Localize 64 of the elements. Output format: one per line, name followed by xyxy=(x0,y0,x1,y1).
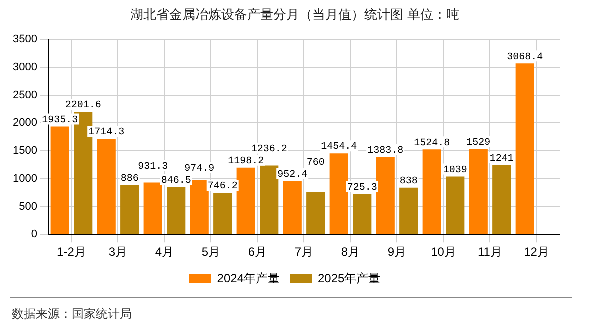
bar xyxy=(422,150,442,234)
y-tick-label: 1000 xyxy=(12,172,38,185)
bar xyxy=(283,182,302,234)
y-tick-label: 500 xyxy=(19,200,38,213)
bar xyxy=(516,64,534,234)
chart-title: 湖北省金属冶炼设备产量分月（当月值）统计图 单位：吨 xyxy=(129,7,461,24)
x-tick-label: 7月 xyxy=(294,245,314,260)
data-label: 1241 xyxy=(490,154,514,166)
x-tick-label: 12月 xyxy=(524,245,550,260)
data-label: 1524.8 xyxy=(414,138,450,150)
data-label: 1714.3 xyxy=(88,128,125,139)
bar xyxy=(190,180,209,234)
data-label: 3068.4 xyxy=(507,52,544,64)
bar xyxy=(214,193,232,234)
data-label: 886 xyxy=(120,174,139,185)
data-label: 1383.8 xyxy=(368,146,404,158)
y-tick-label: 2000 xyxy=(12,117,38,130)
data-label: 725.3 xyxy=(347,182,378,194)
bar xyxy=(446,176,465,234)
bar xyxy=(306,192,326,234)
bar xyxy=(330,154,348,234)
data-label: 1236.2 xyxy=(251,144,288,156)
data-label: 931.3 xyxy=(138,162,168,173)
bar xyxy=(144,182,162,234)
bar xyxy=(120,185,140,234)
data-label: 1529 xyxy=(466,138,491,150)
x-tick-label: 3月 xyxy=(108,245,128,260)
legend-label: 2024年产量 xyxy=(217,271,280,286)
y-tick-label: 3000 xyxy=(12,61,38,74)
y-tick-label: 2500 xyxy=(12,89,38,102)
source-note: 数据来源：国家统计局 xyxy=(12,306,132,323)
y-tick-label: 1500 xyxy=(12,145,38,158)
data-label: 846.5 xyxy=(161,176,192,188)
data-label: 952.4 xyxy=(278,170,308,182)
bar xyxy=(492,165,512,234)
data-label: 1198.2 xyxy=(228,156,264,168)
bar xyxy=(376,158,395,234)
x-tick-label: 1-2月 xyxy=(57,245,86,260)
data-label: 1039 xyxy=(443,165,468,176)
data-label: 838 xyxy=(400,176,418,188)
legend-label: 2025年产量 xyxy=(318,271,381,286)
bar xyxy=(260,166,279,234)
x-tick-label: 10月 xyxy=(431,245,456,260)
x-tick-label: 8月 xyxy=(341,245,360,260)
bar xyxy=(97,139,116,234)
x-tick-label: 4月 xyxy=(155,245,174,260)
data-label: 760 xyxy=(306,158,325,170)
data-label: 1935.3 xyxy=(42,115,78,126)
data-label: 1454.4 xyxy=(321,142,358,154)
bar xyxy=(353,194,372,234)
data-label: 2201.6 xyxy=(65,100,102,112)
data-label: 746.2 xyxy=(208,182,238,193)
bar xyxy=(400,188,418,234)
x-tick-label: 5月 xyxy=(202,245,221,260)
bar xyxy=(50,126,70,234)
bar xyxy=(469,149,488,234)
y-tick-label: 0 xyxy=(31,228,38,241)
data-label: 974.9 xyxy=(184,164,215,176)
bar xyxy=(236,168,256,234)
x-tick-label: 9月 xyxy=(388,245,407,260)
y-tick-label: 3500 xyxy=(12,34,38,46)
x-tick-label: 11月 xyxy=(478,245,502,260)
x-tick-label: 6月 xyxy=(248,245,268,260)
bar xyxy=(167,187,186,234)
